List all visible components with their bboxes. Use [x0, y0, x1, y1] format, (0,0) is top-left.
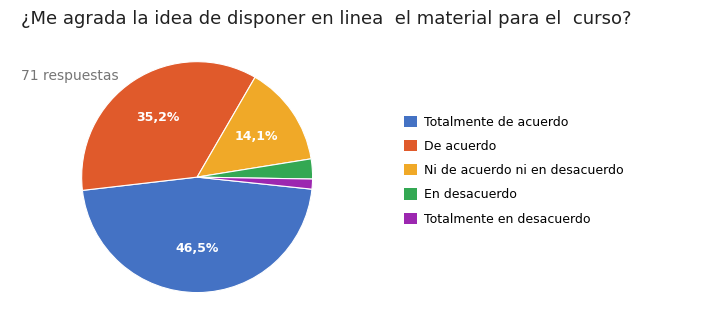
- Text: 35,2%: 35,2%: [136, 111, 180, 124]
- Legend: Totalmente de acuerdo, De acuerdo, Ni de acuerdo ni en desacuerdo, En desacuerdo: Totalmente de acuerdo, De acuerdo, Ni de…: [401, 112, 627, 229]
- Wedge shape: [197, 159, 313, 179]
- Wedge shape: [82, 177, 312, 293]
- Text: 46,5%: 46,5%: [176, 242, 219, 255]
- Wedge shape: [197, 77, 311, 177]
- Wedge shape: [82, 62, 255, 190]
- Text: ¿Me agrada la idea de disponer en linea  el material para el  curso?: ¿Me agrada la idea de disponer en linea …: [21, 10, 631, 28]
- Wedge shape: [197, 177, 313, 189]
- Text: 71 respuestas: 71 respuestas: [21, 69, 119, 83]
- Text: 14,1%: 14,1%: [234, 130, 278, 143]
